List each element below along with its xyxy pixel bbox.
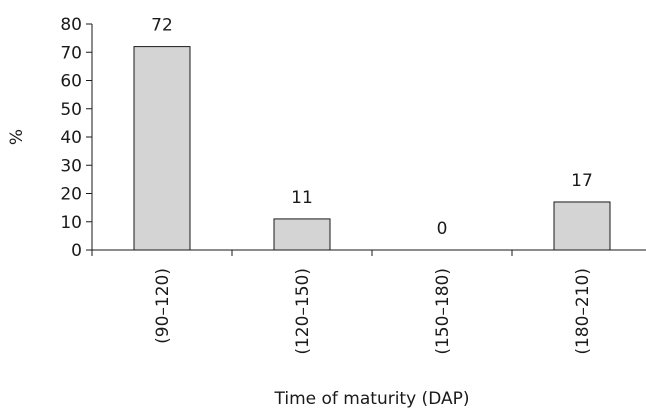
x-tick-label: (180–210): [573, 268, 593, 355]
bars-group: [133, 46, 611, 251]
data-label: 72: [151, 16, 173, 36]
y-axis-title: %: [7, 129, 27, 145]
x-tick-label: (150–180): [433, 268, 453, 355]
x-axis-ticks: (90–120) (120–150) (150–180) (180–210): [91, 250, 593, 355]
bar: [273, 218, 331, 251]
x-tick-label: (120–150): [293, 268, 313, 355]
y-tick-label: 0: [71, 241, 82, 261]
y-tick-label: 20: [60, 185, 82, 205]
y-tick-label: 10: [60, 213, 82, 233]
y-tick-label: 30: [60, 156, 82, 176]
y-tick-label: 80: [60, 15, 82, 35]
x-tick-label: (90–120): [153, 268, 173, 344]
data-labels-group: 72 11 0 17: [151, 16, 593, 239]
y-tick-label: 60: [60, 72, 82, 92]
bar: [553, 201, 611, 251]
data-label: 17: [571, 171, 593, 191]
y-tick-label: 40: [60, 128, 82, 148]
x-axis-title: Time of maturity (DAP): [274, 389, 470, 409]
y-axis-ticks: 0 10 20 30 40 50 60 70 80: [60, 15, 92, 261]
y-tick-label: 50: [60, 100, 82, 120]
data-label: 0: [437, 219, 448, 239]
bar: [133, 46, 191, 251]
data-label: 11: [291, 188, 313, 208]
y-tick-label: 70: [60, 43, 82, 63]
